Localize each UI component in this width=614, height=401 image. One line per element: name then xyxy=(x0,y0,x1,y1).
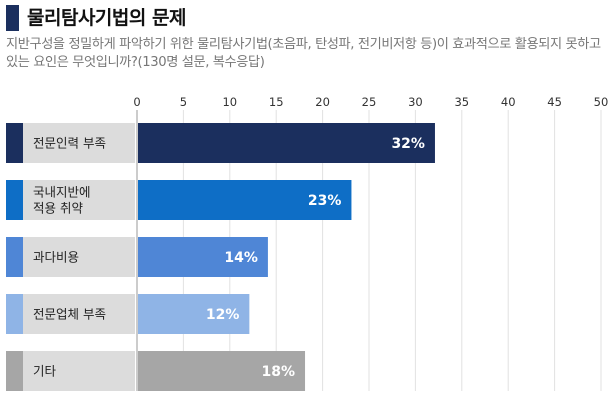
category-label-box xyxy=(23,180,135,220)
category-label: 적용 취약 xyxy=(33,201,83,216)
bar xyxy=(138,123,435,163)
category-accent xyxy=(6,351,23,391)
category-label: 과다비용 xyxy=(33,250,79,265)
bar xyxy=(138,180,352,220)
x-tick-label: 30 xyxy=(408,95,423,109)
category-accent xyxy=(6,294,23,334)
x-tick-label: 35 xyxy=(454,95,469,109)
chart-title: 물리탐사기법의 문제 xyxy=(27,7,186,29)
category-label: 전문인력 부족 xyxy=(33,136,106,151)
title-accent-bar xyxy=(6,5,19,31)
category-label: 국내지반에 xyxy=(33,185,91,200)
x-tick-label: 10 xyxy=(222,95,237,109)
value-label: 23% xyxy=(308,193,342,209)
category-label-box xyxy=(23,237,135,277)
category-accent xyxy=(6,237,23,277)
value-label: 32% xyxy=(391,136,425,152)
bar xyxy=(138,351,306,391)
value-label: 14% xyxy=(224,250,258,266)
value-label: 18% xyxy=(262,364,296,380)
category-label: 기타 xyxy=(33,364,57,379)
x-tick-label: 5 xyxy=(180,95,187,109)
x-tick-label: 40 xyxy=(501,95,516,109)
bar xyxy=(138,294,250,334)
category-label-box xyxy=(23,123,135,163)
category-accent xyxy=(6,123,23,163)
x-tick-label: 25 xyxy=(362,95,377,109)
value-label: 12% xyxy=(206,307,240,323)
x-tick-label: 50 xyxy=(594,95,609,109)
category-label-box xyxy=(23,294,135,334)
bar xyxy=(138,237,268,277)
chart-subtitle: 지반구성을 정밀하게 파악하기 위한 물리탐사기법(초음파, 탄성파, 전기비저… xyxy=(6,37,601,70)
x-tick-label: 45 xyxy=(547,95,562,109)
category-label-box xyxy=(23,351,135,391)
x-tick-label: 15 xyxy=(269,95,284,109)
category-accent xyxy=(6,180,23,220)
x-tick-label: 20 xyxy=(315,95,330,109)
category-label: 전문업체 부족 xyxy=(33,307,106,322)
x-tick-label: 0 xyxy=(133,95,140,109)
